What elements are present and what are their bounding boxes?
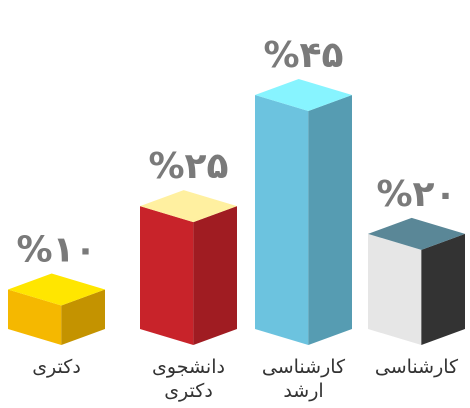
bar-top [368,217,465,250]
bar-front [255,95,309,345]
value-label: %۱۰ [16,229,96,270]
bar [255,79,352,345]
bar-front [8,289,62,345]
value-label: %۴۵ [263,35,343,76]
bar-side [308,95,352,345]
bar-front [368,233,422,345]
value-label: %۲۰ [376,174,456,215]
category-label: دانشجوی دکتری [152,356,225,402]
bar-top [255,79,352,111]
category-label: دکتری [32,356,81,378]
bar-side [61,289,105,345]
category-label: کارشناسی [374,356,459,378]
category-label: کارشناسی ارشد [261,356,346,402]
bar-front [140,206,194,345]
bar [8,273,105,345]
bar-side [193,206,237,345]
bar [368,217,465,345]
value-label: %۲۵ [148,146,228,187]
bar-top [8,273,105,306]
bar-side [421,233,465,345]
bar-top [140,190,237,223]
bar [140,190,237,345]
